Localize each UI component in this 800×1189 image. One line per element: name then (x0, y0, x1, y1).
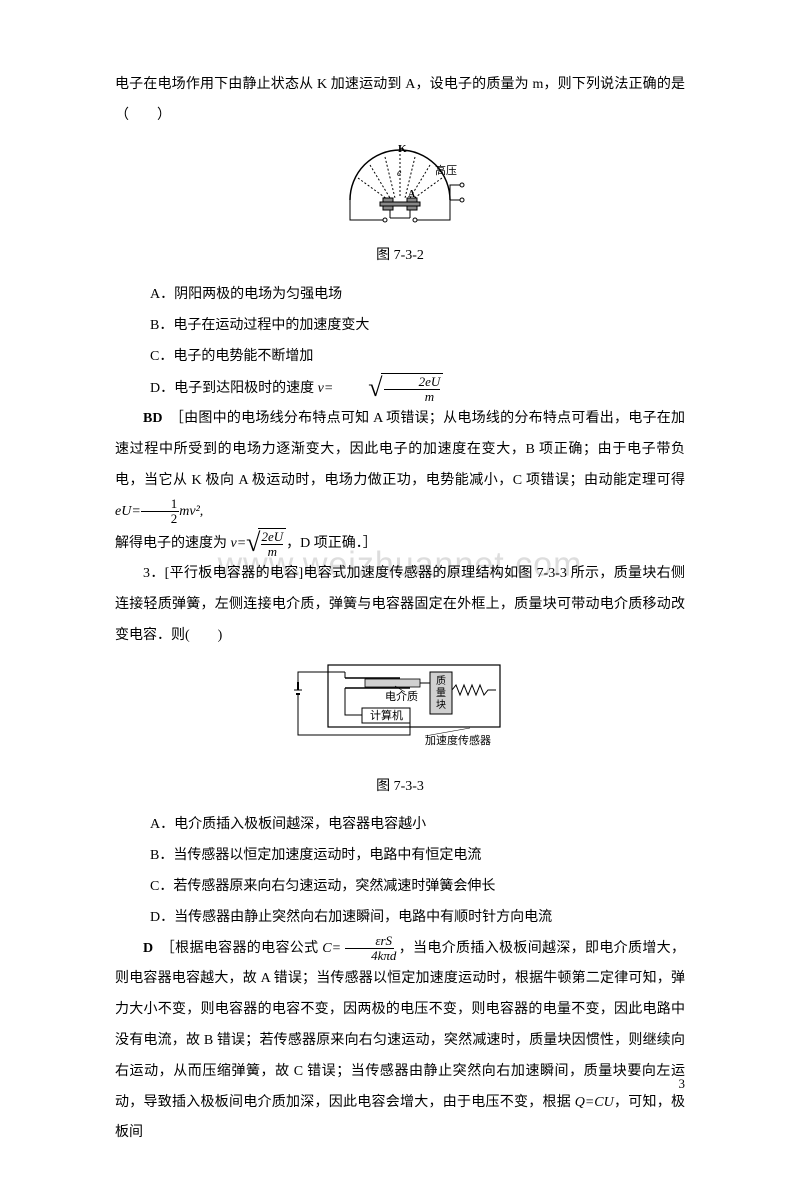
option-2c: C．若传感器原来向右匀速运动，突然减速时弹簧会伸长 (115, 872, 685, 903)
page-content: 电子在电场作用下由静止状态从 K 加速运动到 A，设电子的质量为 m，则下列说法… (0, 0, 800, 1189)
question-intro: 电子在电场作用下由静止状态从 K 加速运动到 A，设电子的质量为 m，则下列说法… (115, 70, 685, 132)
svg-text:加速度传感器: 加速度传感器 (425, 733, 491, 747)
figure-1-caption: 图 7-3-2 (376, 241, 424, 272)
answer-1: BD ［由图中的电场线分布特点可知 A 项错误；从电场线的分布特点可看出，电子在… (115, 404, 685, 527)
figure-2-svg: 电介质 质 量 块 计算机 加速度传感器 (290, 660, 510, 768)
svg-text:量: 量 (436, 687, 446, 699)
svg-text:e: e (397, 168, 402, 179)
figure-1: K e A 高压 图 7-3-2 (115, 140, 685, 273)
answer-2-label: D (143, 941, 153, 956)
figure-2-caption: 图 7-3-3 (376, 772, 424, 803)
option-1b: B．电子在运动过程中的加速度变大 (115, 311, 685, 342)
svg-text:计算机: 计算机 (370, 708, 403, 722)
answer-1-label: BD (143, 411, 162, 426)
option-2d: D．当传感器由静止突然向右加速瞬间，电路中有顺时针方向电流 (115, 903, 685, 934)
option-1a: A．阴阳两极的电场为匀强电场 (115, 280, 685, 311)
figure-1-svg: K e A 高压 (325, 140, 475, 238)
question-3-intro: 3．[平行板电容器的电容]电容式加速度传感器的原理结构如图 7-3-3 所示，质… (115, 559, 685, 651)
figure-2: 电介质 质 量 块 计算机 加速度传感器 图 7-3-3 (115, 660, 685, 803)
sqrt-icon-2: √2eUm (246, 528, 286, 560)
sqrt-icon: √2eUm (333, 373, 443, 405)
svg-text:电介质: 电介质 (385, 690, 418, 703)
option-1c: C．电子的电势能不断增加 (115, 342, 685, 373)
answer-1-cont: 解得电子的速度为 v=√2eUm，D 项正确．］ (115, 528, 685, 560)
option-2a: A．电介质插入极板间越深，电容器电容越小 (115, 810, 685, 841)
option-2b: B．当传感器以恒定加速度运动时，电路中有恒定电流 (115, 841, 685, 872)
svg-text:高压: 高压 (435, 163, 457, 177)
option-1d: D．电子到达阳极时的速度 v=√2eUm (115, 373, 685, 405)
svg-text:块: 块 (436, 699, 446, 711)
svg-text:K: K (398, 143, 407, 155)
answer-2: D ［根据电容器的电容公式 C=εrS4kπd，当电介质插入极板间越深，即电介质… (115, 934, 685, 1150)
svg-text:质: 质 (436, 675, 446, 687)
